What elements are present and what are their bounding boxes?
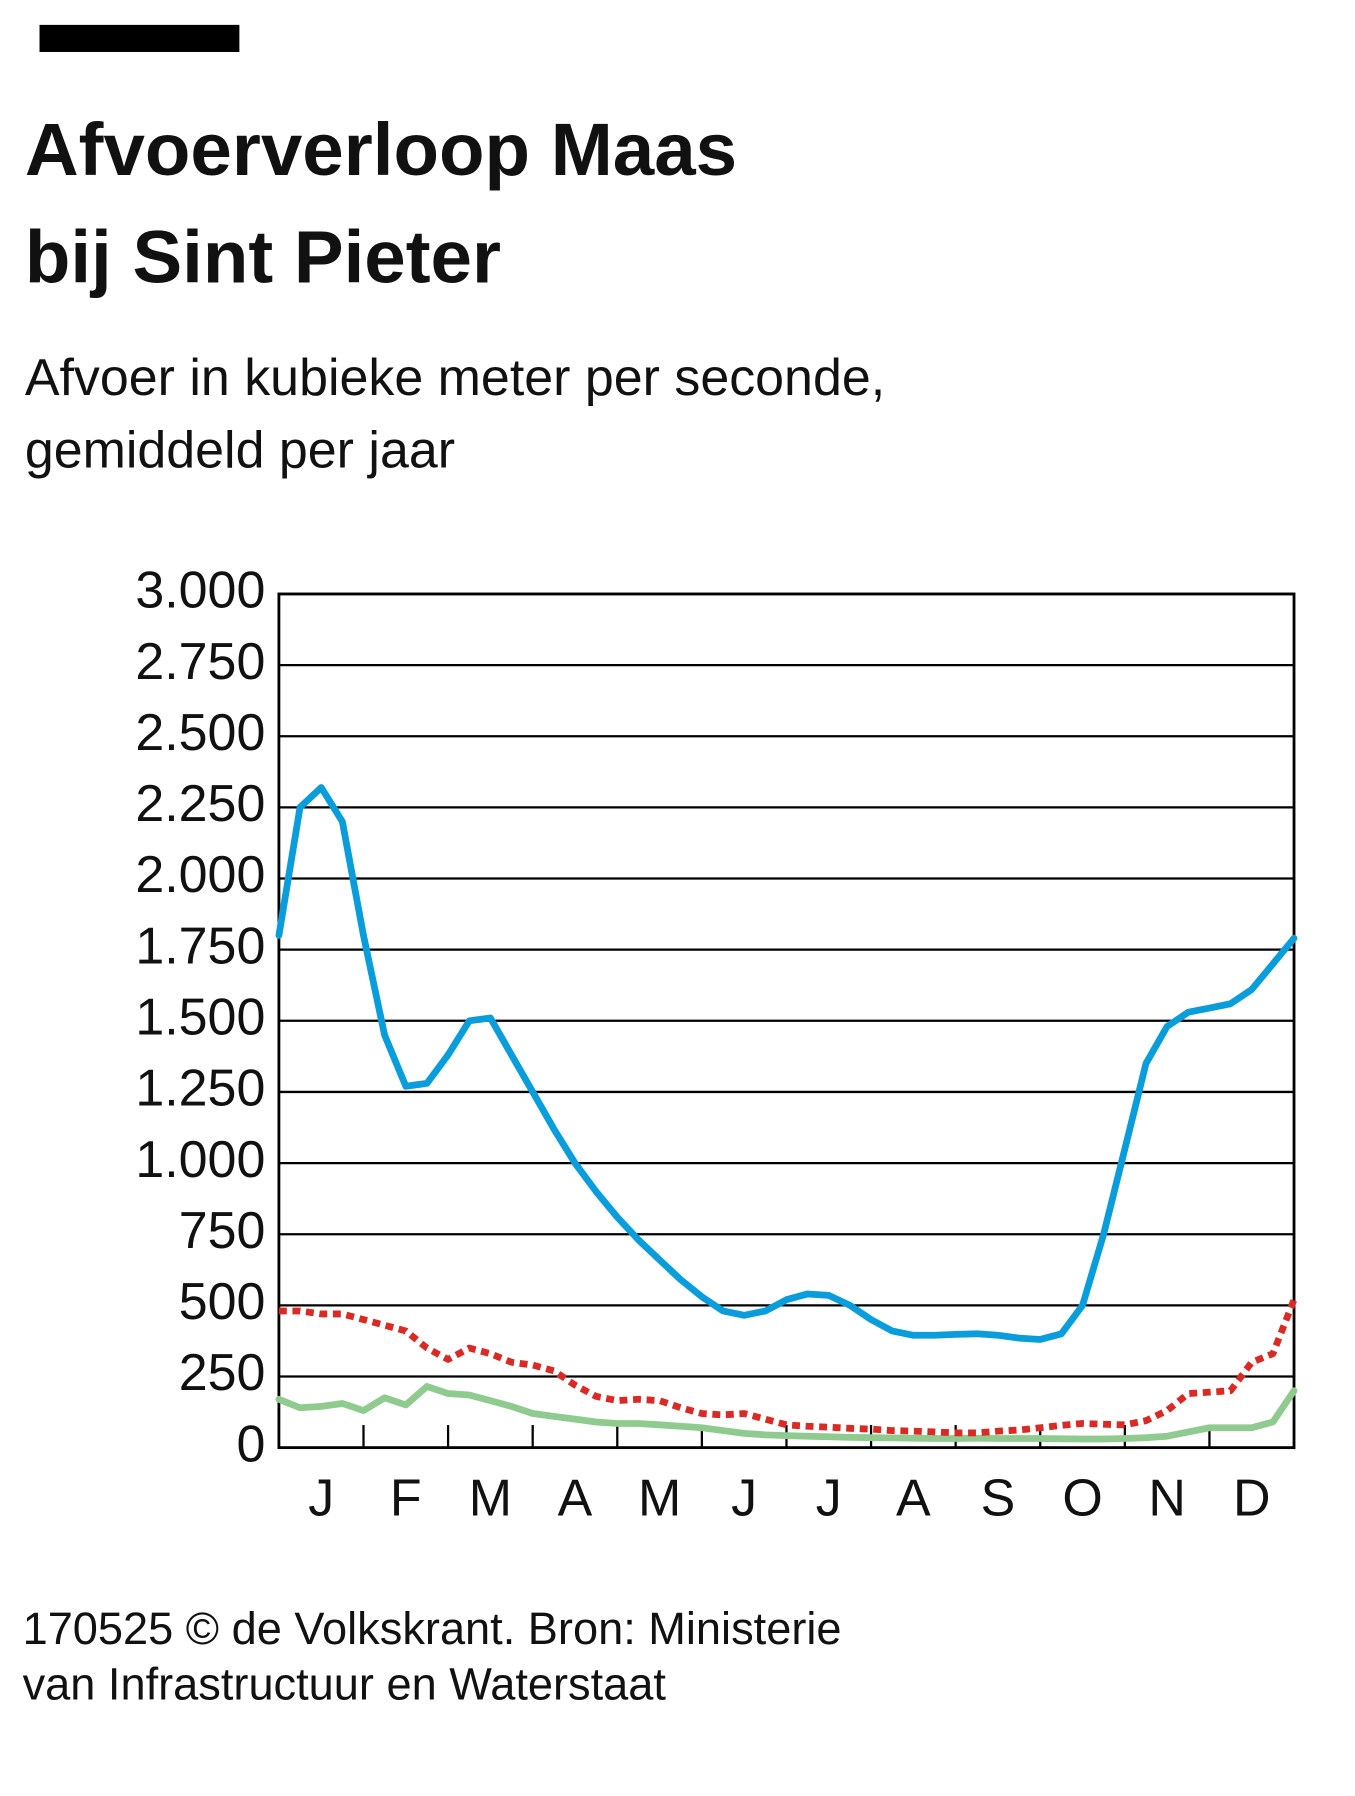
y-tick-label: 750 [179,1202,266,1260]
y-tick-label: 500 [179,1273,266,1331]
x-tick-label: J [308,1470,334,1528]
y-tick-label: 0 [236,1415,265,1473]
chart-title: bij Sint Pieter [25,215,501,298]
x-tick-label: A [558,1470,593,1528]
series-line [275,1383,1298,1443]
x-tick-label: D [1233,1470,1271,1528]
y-tick-label: 1.000 [135,1131,265,1189]
series-line [275,784,1298,1343]
source: 170525 © de Volkskrant. Bron: Ministerie [23,1603,842,1654]
chart-title: Afvoerverloop Maas [25,108,737,191]
y-tick-label: 2.500 [135,704,265,762]
x-tick-label: M [638,1470,681,1528]
x-tick-label: O [1062,1470,1102,1528]
y-tick-label: 3.000 [135,562,265,620]
subtitle: Afvoer in kubieke meter per seconde, [25,349,885,407]
source: van Infrastructuur en Waterstaat [23,1658,667,1709]
y-tick-label: 250 [179,1344,266,1402]
x-tick-label: J [731,1470,757,1528]
y-tick-label: 1.750 [135,917,265,975]
y-tick-label: 2.750 [135,633,265,691]
subtitle: gemiddeld per jaar [25,422,455,480]
x-tick-label: A [896,1470,931,1528]
y-tick-label: 2.000 [135,846,265,904]
y-tick-label: 1.500 [135,989,265,1047]
x-tick-label: M [469,1470,512,1528]
series-line [278,1298,1298,1437]
x-tick-label: S [981,1470,1016,1528]
y-tick-label: 2.250 [135,775,265,833]
x-tick-label: N [1148,1470,1186,1528]
x-tick-label: J [816,1470,842,1528]
y-tick-label: 1.250 [135,1060,265,1118]
x-tick-label: F [390,1470,422,1528]
header-bar [39,24,240,52]
